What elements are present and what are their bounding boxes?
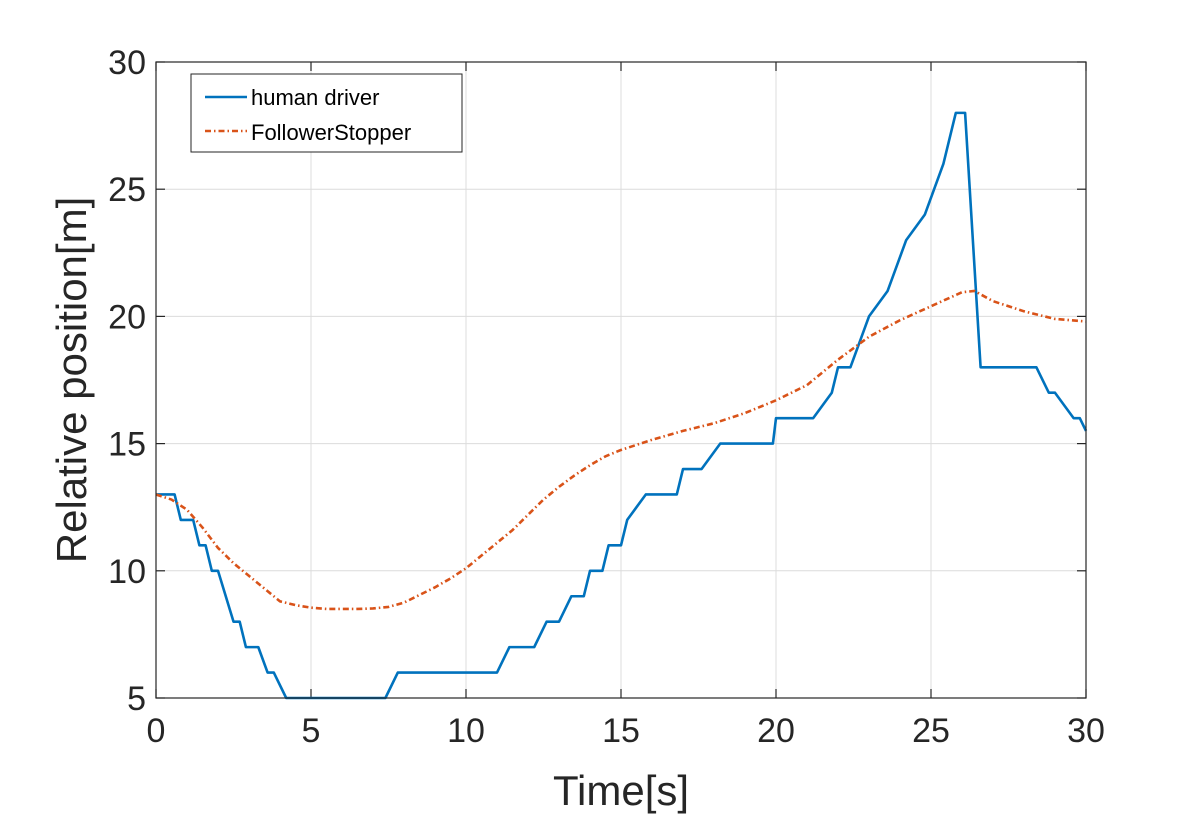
legend-box [190, 73, 463, 153]
x-tick-label-5: 5 [302, 712, 321, 750]
x-tick-label-20: 20 [757, 712, 795, 750]
x-tick-label-0: 0 [147, 712, 166, 750]
y-tick-label-5: 5 [127, 680, 146, 718]
x-tick-label-30: 30 [1067, 712, 1105, 750]
y-tick-label-10: 10 [108, 553, 146, 591]
x-axis-title: Time[s] [553, 767, 689, 814]
y-tick-labels: 5 10 15 20 25 30 [108, 44, 146, 718]
legend-label-followerstopper: FollowerStopper [251, 120, 411, 145]
y-tick-label-25: 25 [108, 171, 146, 209]
legend: human driver FollowerStopper [190, 73, 463, 153]
x-tick-label-10: 10 [447, 712, 485, 750]
x-tick-label-25: 25 [912, 712, 950, 750]
y-tick-label-30: 30 [108, 44, 146, 82]
y-tick-label-15: 15 [108, 426, 146, 464]
x-tick-label-15: 15 [602, 712, 640, 750]
series-line-followerstopper [155, 289, 1087, 611]
series-group [155, 111, 1088, 700]
y-axis-title: Relative position[m] [48, 197, 95, 564]
x-tick-labels: 0 5 10 15 20 25 30 [147, 712, 1105, 750]
plot-frame [155, 61, 1087, 699]
y-tick-label-20: 20 [108, 298, 146, 336]
series-line-human-driver [156, 111, 1088, 700]
legend-label-human-driver: human driver [251, 85, 379, 110]
